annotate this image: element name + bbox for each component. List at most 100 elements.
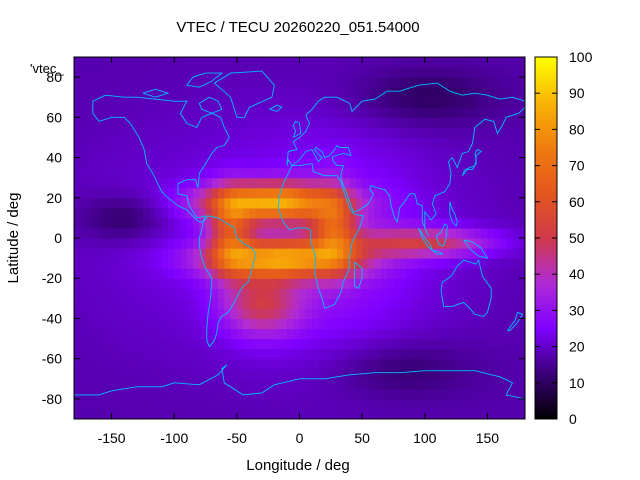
heatmap-cell <box>186 147 194 159</box>
heatmap-cell <box>186 338 194 350</box>
heatmap-cell <box>174 388 182 400</box>
heatmap-cell <box>380 107 388 118</box>
heatmap-cell <box>474 207 482 219</box>
heatmap-cell <box>236 368 244 380</box>
heatmap-cell <box>437 147 445 159</box>
heatmap-cell <box>337 248 344 259</box>
heatmap-cell <box>199 368 207 380</box>
heatmap-cell <box>99 157 106 169</box>
heatmap-cell <box>293 248 301 259</box>
heatmap-cell <box>318 207 326 219</box>
heatmap-cell <box>86 67 94 78</box>
heatmap-cell <box>299 398 307 410</box>
heatmap-cell <box>299 167 307 179</box>
heatmap-cell <box>167 368 175 380</box>
heatmap-cell <box>249 278 257 289</box>
heatmap-cell <box>174 358 182 370</box>
heatmap-cell <box>387 248 395 259</box>
heatmap-cell <box>161 167 169 179</box>
heatmap-cell <box>474 408 482 419</box>
heatmap-cell <box>518 268 525 279</box>
heatmap-cell <box>324 298 332 309</box>
heatmap-cell <box>431 298 438 309</box>
heatmap-cell <box>412 298 420 309</box>
heatmap-cell <box>518 77 525 88</box>
heatmap-cell <box>468 87 476 98</box>
heatmap-cell <box>330 217 338 229</box>
heatmap-cell <box>161 318 169 330</box>
heatmap-cell <box>337 157 344 169</box>
heatmap-cell <box>74 117 81 128</box>
heatmap-cell <box>487 328 495 340</box>
heatmap-cell <box>249 238 257 249</box>
heatmap-cell <box>293 288 301 299</box>
heatmap-cell <box>193 388 200 400</box>
heatmap-cell <box>136 57 144 68</box>
heatmap-cell <box>349 147 357 159</box>
heatmap-cell <box>117 308 125 320</box>
heatmap-cell <box>74 77 81 88</box>
heatmap-cell <box>274 368 282 380</box>
heatmap-cell <box>255 408 263 419</box>
heatmap-cell <box>443 408 451 419</box>
heatmap-cell <box>218 87 225 98</box>
heatmap-cell <box>243 137 250 149</box>
heatmap-cell <box>136 268 144 279</box>
heatmap-cell <box>280 348 288 360</box>
heatmap-cell <box>405 57 413 68</box>
heatmap-cell <box>487 187 495 199</box>
heatmap-cell <box>136 318 144 330</box>
heatmap-cell <box>124 87 131 98</box>
heatmap-cell <box>218 227 225 239</box>
heatmap-cell <box>124 248 131 259</box>
heatmap-cell <box>142 57 150 68</box>
heatmap-cell <box>443 268 451 279</box>
heatmap-cell <box>449 328 457 340</box>
heatmap-cell <box>424 117 432 128</box>
heatmap-cell <box>268 197 276 209</box>
heatmap-cell <box>92 238 100 249</box>
heatmap-cell <box>412 398 420 410</box>
heatmap-cell <box>199 157 207 169</box>
heatmap-cell <box>412 197 420 209</box>
heatmap-cell <box>330 87 338 98</box>
heatmap-cell <box>280 268 288 279</box>
heatmap-cell <box>268 258 276 269</box>
heatmap-cell <box>380 117 388 128</box>
heatmap-cell <box>343 258 351 269</box>
heatmap-cell <box>387 137 395 149</box>
heatmap-cell <box>111 288 119 299</box>
heatmap-cell <box>105 368 113 380</box>
heatmap-cell <box>462 248 470 259</box>
heatmap-cell <box>124 368 131 380</box>
heatmap-cell <box>274 117 282 128</box>
y-tick-label: -60 <box>42 351 62 367</box>
heatmap-cell <box>174 97 182 108</box>
heatmap-cell <box>155 408 163 419</box>
heatmap-cell <box>374 378 382 390</box>
heatmap-cell <box>236 298 244 309</box>
heatmap-cell <box>286 278 294 289</box>
heatmap-cell <box>105 258 113 269</box>
heatmap-cell <box>130 67 138 78</box>
heatmap-cell <box>80 318 88 330</box>
heatmap-cell <box>261 278 269 289</box>
heatmap-cell <box>280 187 288 199</box>
heatmap-cell <box>261 227 269 239</box>
heatmap-cell <box>456 308 463 320</box>
heatmap-cell <box>493 308 501 320</box>
heatmap-cell <box>468 358 476 370</box>
heatmap-cell <box>86 388 94 400</box>
heatmap-cell <box>99 258 106 269</box>
heatmap-cell <box>468 147 476 159</box>
heatmap-cell <box>443 278 451 289</box>
heatmap-cell <box>368 167 376 179</box>
heatmap-cell <box>261 197 269 209</box>
heatmap-cell <box>280 207 288 219</box>
heatmap-cell <box>180 358 188 370</box>
heatmap-cell <box>374 348 382 360</box>
heatmap-cell <box>230 408 238 419</box>
heatmap-cell <box>186 67 194 78</box>
heatmap-cell <box>312 278 319 289</box>
heatmap-cell <box>449 238 457 249</box>
